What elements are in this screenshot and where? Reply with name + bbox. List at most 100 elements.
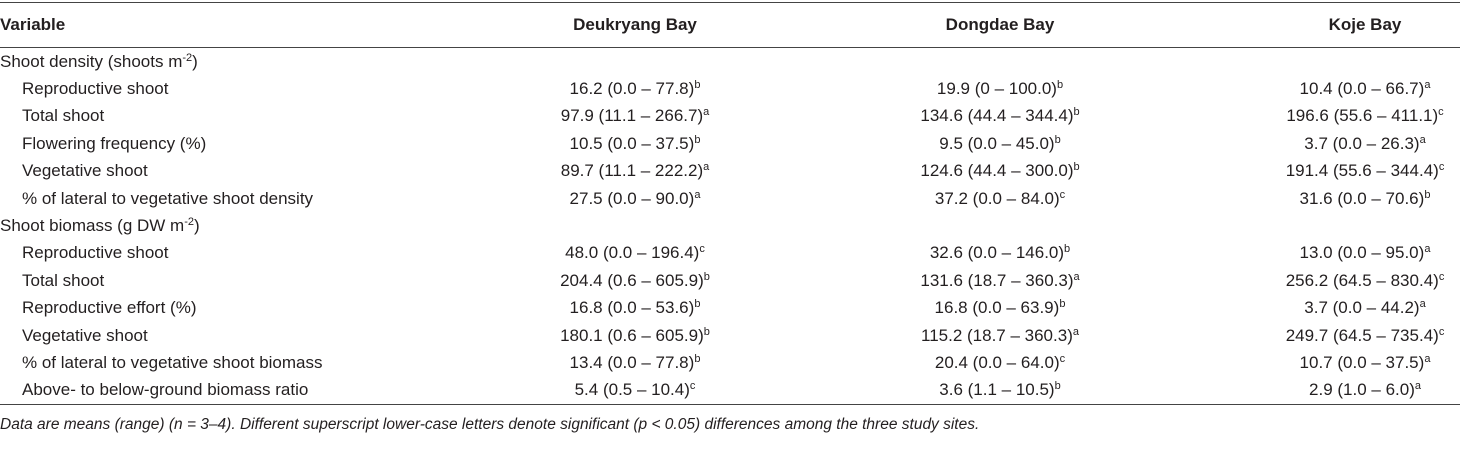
value-text: 10.5 (0.0 – 37.5) [569,133,695,153]
significance-letter: b [1054,133,1061,146]
unit-exponent: -2 [184,216,195,229]
value-text: 9.5 (0.0 – 45.0) [939,133,1055,153]
data-row: Vegetative shoot 180.1 (0.6 – 605.9)b 115.… [0,322,1460,349]
value-text: 32.6 (0.0 – 146.0) [929,243,1065,263]
significance-letter: b [1073,161,1080,174]
value-text: 196.6 (55.6 – 411.1) [1286,106,1439,126]
section-row: Shoot biomass (g DW m-2) [0,212,1460,239]
section-title-text: ) [194,216,200,236]
value-text: 10.4 (0.0 – 66.7) [1299,79,1425,99]
value-text: 27.5 (0.0 – 90.0) [569,188,695,208]
section-title-text: Shoot biomass (g DW m [0,216,185,236]
header-cell: Variable [0,15,66,34]
data-row: Total shoot 204.4 (0.6 – 605.9)b 131.6 (18… [0,267,1460,294]
value-cell: 256.2 (64.5 – 830.4)c [1200,267,1460,294]
value-text: 249.7 (64.5 – 735.4) [1285,325,1439,345]
value-cell: 16.8 (0.0 – 63.9)b [800,295,1200,322]
significance-letter: a [1419,133,1426,146]
value-cell: 31.6 (0.0 – 70.6)b [1200,185,1460,212]
significance-letter: a [703,106,710,119]
header-cell: Koje Bay [1328,15,1402,34]
data-row: Reproductive shoot 16.2 (0.0 – 77.8)b 19.9… [0,75,1460,102]
significance-letter: b [703,270,710,283]
value-cell: 10.7 (0.0 – 37.5)a [1200,349,1460,376]
value-cell: 124.6 (44.4 – 300.0)b [800,158,1200,185]
footnote: Data are means (range) (n = 3–4). Differ… [0,416,980,434]
row-label: Total shoot [22,270,105,290]
value-cell: 2.9 (1.0 – 6.0)a [1200,377,1460,405]
value-cell: 13.4 (0.0 – 77.8)b [470,349,800,376]
row-label: Total shoot [22,106,105,126]
value-text: 3.7 (0.0 – 44.2) [1304,298,1420,318]
value-text: 180.1 (0.6 – 605.9) [560,325,704,345]
data-row: Above- to below-ground biomass ratio 5.4 … [0,377,1460,405]
value-text: 3.7 (0.0 – 26.3) [1304,133,1420,153]
value-text: 10.7 (0.0 – 37.5) [1299,352,1425,372]
significance-letter: c [689,380,696,393]
significance-letter: b [1059,298,1066,311]
value-cell: 191.4 (55.6 – 344.4)c [1200,158,1460,185]
value-text: 2.9 (1.0 – 6.0) [1309,380,1415,400]
significance-letter: c [699,243,705,256]
value-cell: 13.0 (0.0 – 95.0)a [1200,240,1460,267]
data-row: Flowering frequency (%) 10.5 (0.0 – 37.5)… [0,130,1460,157]
significance-letter: c [1438,325,1445,338]
value-cell: 16.8 (0.0 – 53.6)b [470,295,800,322]
value-text: 16.8 (0.0 – 63.9) [934,298,1060,318]
significance-letter: a [703,161,710,174]
significance-letter: b [1056,79,1064,92]
value-cell: 10.4 (0.0 – 66.7)a [1200,75,1460,102]
table-body: Shoot density (shoots m-2) Reproductive s… [0,48,1460,405]
significance-letter: c [1059,352,1066,365]
significance-letter: b [694,298,701,311]
value-text: 19.9 (0 – 100.0) [936,79,1057,99]
value-text: 256.2 (64.5 – 830.4) [1285,270,1439,290]
significance-letter: b [694,133,701,146]
value-cell: 27.5 (0.0 – 90.0)a [470,185,800,212]
value-cell: 32.6 (0.0 – 146.0)b [800,240,1200,267]
value-cell: 19.9 (0 – 100.0)b [800,75,1200,102]
row-label: Reproductive effort (%) [22,298,197,318]
value-text: 37.2 (0.0 – 84.0) [934,188,1060,208]
value-cell: 134.6 (44.4 – 344.4)b [800,103,1200,130]
significance-letter: a [1424,243,1431,256]
value-cell: 89.7 (11.1 – 222.2)a [470,158,800,185]
section-title-text: Shoot density (shoots m [0,51,183,71]
row-label: Flowering frequency (%) [22,133,207,153]
significance-letter: b [694,79,701,92]
value-cell: 9.5 (0.0 – 45.0)b [800,130,1200,157]
value-cell: 3.7 (0.0 – 44.2)a [1200,295,1460,322]
data-table: Variable Deukryang Bay Dongdae Bay Koje … [0,2,1460,405]
value-text: 13.4 (0.0 – 77.8) [569,352,695,372]
significance-letter: c [1438,106,1444,119]
significance-letter: b [1054,380,1061,393]
row-label: Vegetative shoot [22,325,148,345]
value-text: 3.6 (1.1 – 10.5) [939,380,1055,400]
section-row: Shoot density (shoots m-2) [0,48,1460,76]
value-cell: 204.4 (0.6 – 605.9)b [470,267,800,294]
value-cell: 48.0 (0.0 – 196.4)c [470,240,800,267]
significance-letter: a [1424,352,1431,365]
value-text: 13.0 (0.0 – 95.0) [1299,243,1425,263]
value-text: 124.6 (44.4 – 300.0) [920,161,1074,181]
value-text: 97.9 (11.1 – 266.7) [560,106,704,126]
significance-letter: b [703,325,710,338]
value-text: 48.0 (0.0 – 196.4) [565,243,700,263]
value-cell: 20.4 (0.0 – 64.0)c [800,349,1200,376]
significance-letter: a [1072,325,1079,338]
value-text: 131.6 (18.7 – 360.3) [920,270,1074,290]
row-label: % of lateral to vegetative shoot biomass [22,352,323,372]
value-text: 16.2 (0.0 – 77.8) [569,79,695,99]
value-cell: 196.6 (55.6 – 411.1)c [1200,103,1460,130]
significance-letter: a [1073,270,1080,283]
value-cell: 10.5 (0.0 – 37.5)b [470,130,800,157]
significance-letter: c [1438,161,1445,174]
significance-letter: b [694,352,701,365]
value-text: 16.8 (0.0 – 53.6) [569,298,695,318]
significance-letter: a [1419,298,1426,311]
significance-letter: b [1073,106,1080,119]
value-text: 31.6 (0.0 – 70.6) [1299,188,1425,208]
value-cell: 5.4 (0.5 – 10.4)c [470,377,800,405]
value-cell: 37.2 (0.0 – 84.0)c [800,185,1200,212]
data-row: Reproductive shoot 48.0 (0.0 – 196.4)c 32.… [0,240,1460,267]
